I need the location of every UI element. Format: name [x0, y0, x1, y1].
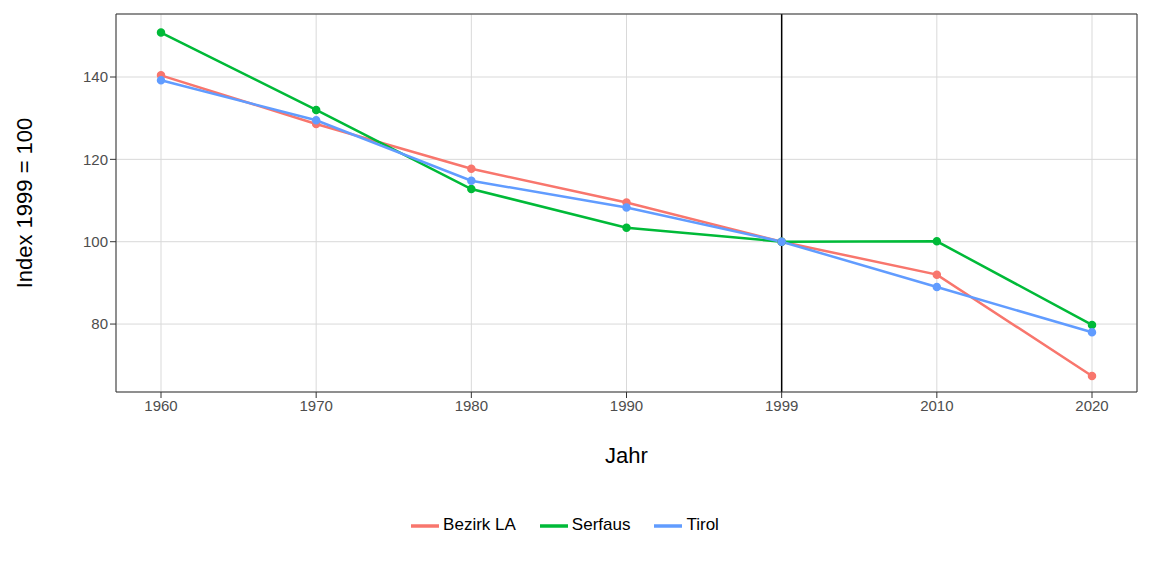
svg-text:1999: 1999 [765, 397, 798, 414]
svg-text:80: 80 [91, 315, 108, 332]
html-text:Bezirk LA: Bezirk LA [443, 515, 516, 535]
html-text:Tirol: Tirol [686, 515, 719, 535]
svg-text:2010: 2010 [920, 397, 953, 414]
svg-text:140: 140 [83, 68, 108, 85]
svg-text:1980: 1980 [455, 397, 488, 414]
svg-text:1970: 1970 [299, 397, 332, 414]
svg-text:120: 120 [83, 151, 108, 168]
svg-text:Index 1999 = 100: Index 1999 = 100 [12, 118, 37, 289]
html-text:Serfaus: Serfaus [571, 515, 631, 535]
svg-text:1990: 1990 [610, 397, 643, 414]
svg-text:1960: 1960 [144, 397, 177, 414]
svg-text:100: 100 [83, 233, 108, 250]
svg-text:2020: 2020 [1075, 397, 1108, 414]
svg-text:Jahr: Jahr [605, 443, 648, 468]
